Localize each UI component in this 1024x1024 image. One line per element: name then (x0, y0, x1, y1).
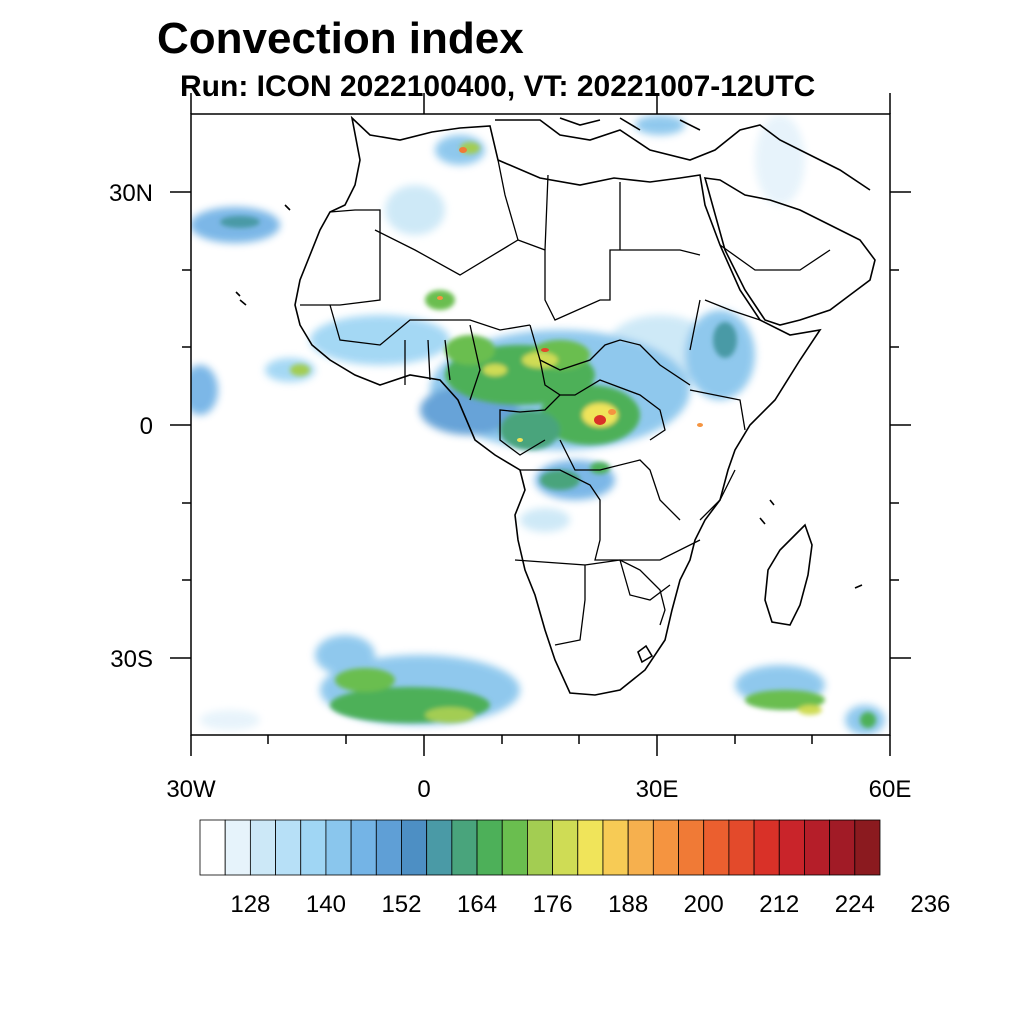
colorbar-label: 152 (381, 891, 421, 918)
colorbar-label: 200 (684, 891, 724, 918)
lon-label-30e: 30E (636, 776, 679, 803)
colorbar-label: 164 (457, 891, 497, 918)
colorbar-label: 224 (835, 891, 875, 918)
colorbar-swatch (829, 819, 856, 876)
colorbar-swatch (249, 819, 276, 876)
coastlines (235, 115, 876, 696)
colorbar-swatch (375, 819, 402, 876)
colorbar-swatch (350, 819, 377, 876)
colorbar-swatch (652, 819, 679, 876)
colorbar-label: 176 (533, 891, 573, 918)
lat-label-30s: 30S (110, 646, 153, 673)
colorbar-swatch (426, 819, 453, 876)
colorbar-swatch (300, 819, 327, 876)
convection-field (191, 115, 885, 735)
colorbar-label: 128 (230, 891, 270, 918)
colorbar-swatch (199, 819, 226, 876)
borders (300, 159, 831, 646)
colorbar-swatch (451, 819, 478, 876)
colorbar-swatch (501, 819, 528, 876)
axis-ticks (170, 93, 911, 756)
colorbar-swatch (753, 819, 780, 876)
colorbar-swatch (527, 819, 553, 876)
colorbar-swatch (804, 819, 831, 876)
map-title: Convection index (157, 14, 524, 63)
colorbar-swatch (476, 819, 503, 876)
colorbar-swatch (224, 819, 251, 876)
colorbar-swatch (854, 819, 881, 876)
colorbar-swatch (577, 819, 604, 876)
colorbar-swatch (778, 819, 805, 876)
colorbar-labels: 128 140 152 164 176 188 200 212 224 236 (230, 891, 950, 918)
colorbar-label: 236 (910, 891, 950, 918)
colorbar-swatch (602, 819, 629, 876)
colorbar (199, 819, 881, 876)
colorbar-swatch (627, 819, 654, 876)
colorbar-swatch (325, 819, 352, 876)
lon-label-60e: 60E (869, 776, 912, 803)
colorbar-label: 212 (759, 891, 799, 918)
lat-label-0: 0 (140, 413, 153, 440)
map-subtitle: Run: ICON 2022100400, VT: 20221007-12UTC (180, 70, 816, 103)
colorbar-label: 188 (608, 891, 648, 918)
lon-label-30w: 30W (166, 776, 216, 803)
colorbar-swatch (401, 819, 428, 876)
colorbar-swatch (678, 819, 705, 876)
lon-label-0: 0 (417, 776, 430, 803)
colorbar-swatch (728, 819, 755, 876)
colorbar-swatch (703, 819, 730, 876)
colorbar-swatch (275, 819, 302, 876)
lat-label-30n: 30N (109, 180, 153, 207)
colorbar-swatch (552, 819, 579, 876)
colorbar-label: 140 (306, 891, 346, 918)
